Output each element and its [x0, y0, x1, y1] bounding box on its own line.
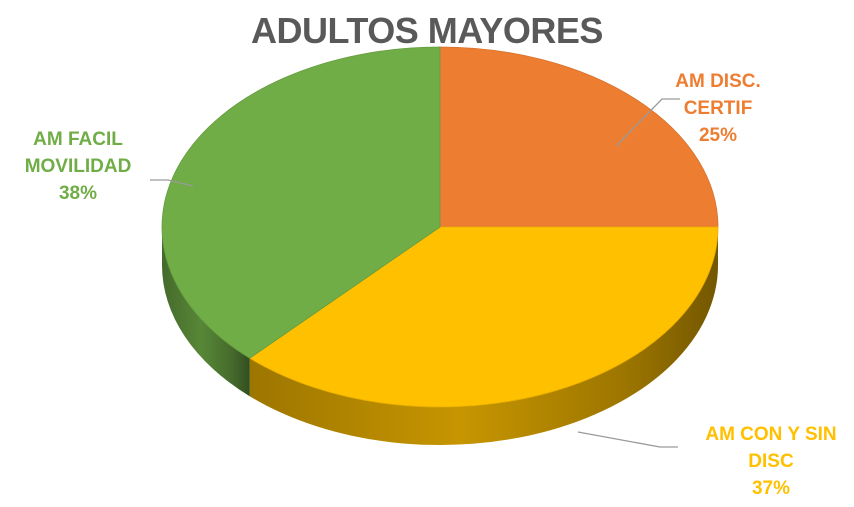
data-label-am-con-y-sin-disc: AM CON Y SIN DISC 37% [686, 421, 854, 502]
leader-line-1 [615, 98, 680, 147]
pie-side-shade [249, 227, 718, 446]
pie-sides [162, 227, 718, 446]
label-line-1: AM DISC. [675, 71, 761, 92]
label-percent: 25% [698, 125, 738, 146]
data-label-am-disc-certif: AM DISC. CERTIF 25% [648, 68, 788, 149]
leader-lines [150, 98, 680, 448]
label-percent: 38% [58, 183, 98, 204]
label-line-2: DISC [748, 451, 794, 472]
label-line-2: MOVILIDAD [24, 156, 132, 177]
pie-slice-am-con-y-sin-disc [248, 226, 719, 408]
pie-slice-am-disc-certif [439, 46, 719, 228]
leader-line-3 [150, 179, 194, 187]
pie-slice-am-facil-movilidad [161, 46, 441, 359]
label-line-1: AM CON Y SIN [705, 424, 837, 445]
label-percent: 37% [751, 478, 791, 499]
label-line-2: CERTIF [683, 98, 753, 119]
label-line-1: AM FACIL [33, 129, 123, 150]
data-label-am-facil-movilidad: AM FACIL MOVILIDAD 38% [3, 126, 153, 207]
pie-side-shade [162, 227, 250, 397]
leader-line-2 [577, 431, 678, 448]
pie-tops [161, 46, 719, 408]
chart-title: ADULTOS MAYORES [251, 10, 603, 51]
